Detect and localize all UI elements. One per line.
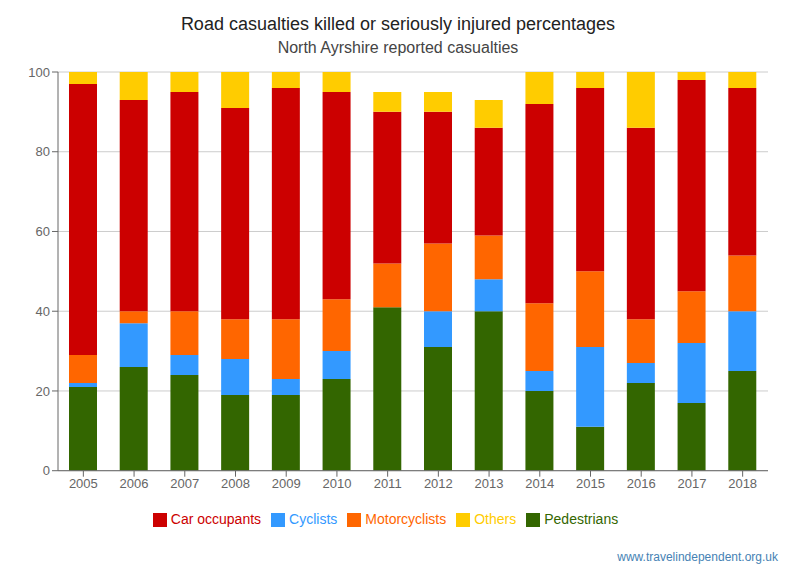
svg-text:2007: 2007 <box>170 476 199 491</box>
html-text:www.travelindependent.org.uk: www.travelindependent.org.uk <box>617 550 778 564</box>
html-text:Motorcyclists: Motorcyclists <box>365 510 447 527</box>
svg-text:20: 20 <box>36 384 50 399</box>
svg-text:2006: 2006 <box>120 476 149 491</box>
svg-text:2010: 2010 <box>322 476 351 491</box>
svg-text:2014: 2014 <box>525 476 554 491</box>
svg-text:40: 40 <box>36 304 50 319</box>
svg-text:2008: 2008 <box>221 476 250 491</box>
html-text:Road casualties killed or seri: Road casualties killed or seriously inju… <box>180 14 616 34</box>
svg-text:80: 80 <box>36 144 50 159</box>
html-text:Pedestrians: Pedestrians <box>544 510 619 527</box>
svg-text:0: 0 <box>43 463 50 478</box>
html-text:Cyclists: Cyclists <box>289 510 338 527</box>
svg-text:2018: 2018 <box>728 476 757 491</box>
svg-text:2016: 2016 <box>627 476 656 491</box>
svg-text:2009: 2009 <box>272 476 301 491</box>
svg-text:2005: 2005 <box>69 476 98 491</box>
svg-text:2012: 2012 <box>424 476 453 491</box>
svg-text:2013: 2013 <box>475 476 504 491</box>
html-text:North Ayrshire reported casual: North Ayrshire reported casualties <box>277 39 519 56</box>
svg-text:100: 100 <box>28 65 50 80</box>
html-text:Others: Others <box>474 510 517 527</box>
html-text:Car occupants: Car occupants <box>170 510 262 527</box>
svg-text:2015: 2015 <box>576 476 605 491</box>
svg-text:2011: 2011 <box>374 476 402 491</box>
svg-text:2017: 2017 <box>677 476 706 491</box>
svg-text:60: 60 <box>36 224 50 239</box>
